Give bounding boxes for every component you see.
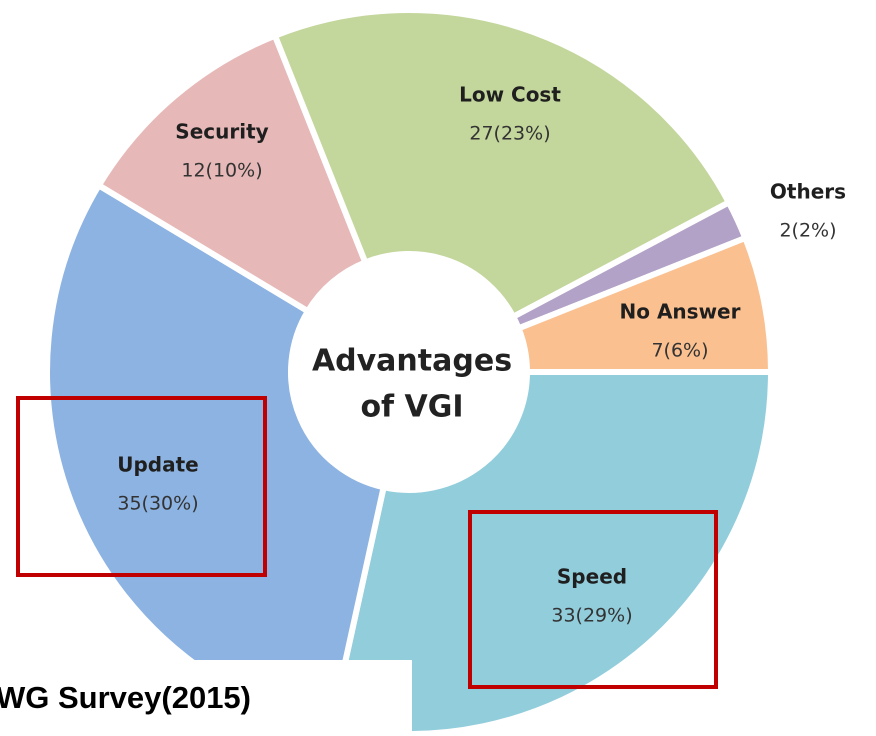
value-label: 27(23%) [469, 123, 550, 145]
slice-label: Others [770, 180, 846, 204]
highlight-box [468, 510, 718, 689]
value-label: 33(29%) [551, 605, 632, 627]
slices [44, 7, 775, 736]
source: WG Survey(2015) [0, 680, 251, 715]
slice-label: Update [117, 453, 199, 477]
slice-label: Low Cost [459, 83, 561, 107]
slice-label: Speed [557, 565, 627, 589]
center-title: Advantages [312, 344, 512, 379]
value-label: 2(2%) [779, 220, 836, 242]
source-box [0, 660, 412, 736]
highlight-box [16, 396, 267, 577]
value-label: 12(10%) [181, 160, 262, 182]
slice-label: Security [175, 120, 268, 144]
value-label: 35(30%) [117, 493, 198, 515]
center-title: of VGI [360, 390, 463, 425]
slice-label: No Answer [620, 300, 741, 324]
donut-hole [289, 252, 529, 492]
value-label: 7(6%) [651, 340, 708, 362]
